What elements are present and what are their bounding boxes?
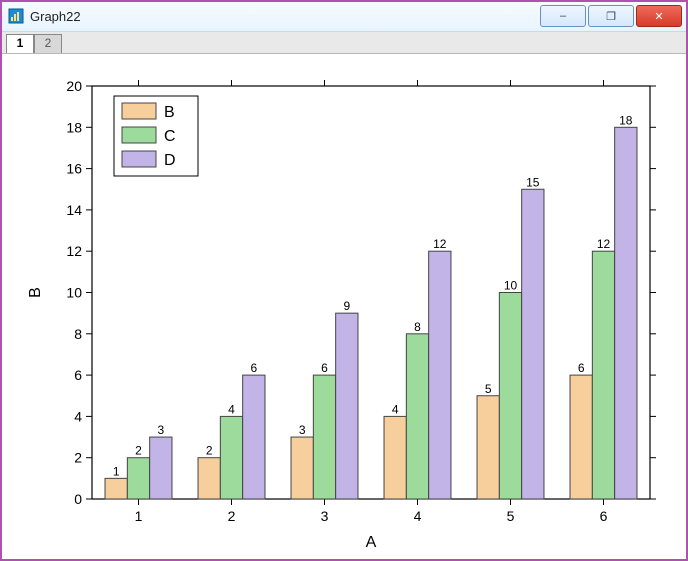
maximize-button[interactable]: ❐ [588,5,634,27]
bar-C [592,251,614,499]
xtick-label: 4 [414,508,422,524]
ytick-label: 10 [66,285,82,301]
ylabel: B [27,287,44,298]
xlabel: A [366,534,377,551]
bar-value-label: 1 [113,464,120,478]
bar-value-label: 12 [433,237,447,251]
xtick-label: 6 [600,508,608,524]
xtick-label: 2 [228,508,236,524]
bar-value-label: 6 [578,361,585,375]
legend-label: D [164,152,176,169]
bar-D [429,251,451,499]
bar-C [220,416,242,499]
bar-D [150,437,172,499]
xtick-label: 5 [507,508,515,524]
legend-swatch [122,103,156,119]
legend-swatch [122,127,156,143]
bar-value-label: 2 [135,444,142,458]
bar-value-label: 6 [321,361,328,375]
bar-D [243,375,265,499]
ytick-label: 20 [66,78,82,94]
app-window: Graph22 – ❐ ✕ 1 2 0246810121416182012345… [0,0,688,561]
tab-label: 1 [17,36,24,50]
ytick-label: 8 [74,326,82,342]
titlebar: Graph22 – ❐ ✕ [2,2,686,32]
legend-label: C [164,128,176,145]
bar-value-label: 5 [485,382,492,396]
bar-D [522,189,544,499]
ytick-label: 6 [74,367,82,383]
bar-value-label: 10 [504,279,518,293]
tab-label: 2 [45,36,52,50]
app-icon [8,8,24,24]
xtick-label: 3 [321,508,329,524]
bar-D [336,313,358,499]
window-title: Graph22 [30,9,540,24]
minimize-button[interactable]: – [540,5,586,27]
bar-value-label: 3 [299,423,306,437]
ytick-label: 2 [74,450,82,466]
ytick-label: 12 [66,243,82,259]
bar-value-label: 4 [392,402,399,416]
bar-value-label: 15 [526,175,540,189]
bar-value-label: 8 [414,320,421,334]
legend-label: B [164,104,175,121]
ytick-label: 0 [74,491,82,507]
ytick-label: 16 [66,161,82,177]
close-button[interactable]: ✕ [636,5,682,27]
bar-D [615,127,637,499]
bar-B [105,478,127,499]
bar-B [570,375,592,499]
bar-B [291,437,313,499]
bar-C [406,334,428,499]
ytick-label: 4 [74,408,82,424]
bar-value-label: 4 [228,402,235,416]
bar-value-label: 2 [206,444,213,458]
bar-C [313,375,335,499]
tabstrip: 1 2 [2,32,686,54]
tab-1[interactable]: 1 [6,34,34,53]
bar-B [477,396,499,499]
ytick-label: 14 [66,202,82,218]
xtick-label: 1 [135,508,143,524]
ytick-label: 18 [66,119,82,135]
bar-value-label: 9 [343,299,350,313]
bar-chart: 0246810121416182012345612324636948125101… [2,54,686,559]
legend-swatch [122,151,156,167]
bar-B [198,458,220,499]
bar-C [127,458,149,499]
plot-area: 0246810121416182012345612324636948125101… [2,54,686,559]
tab-2[interactable]: 2 [34,34,62,53]
bar-B [384,416,406,499]
bar-value-label: 18 [619,113,633,127]
bar-value-label: 6 [250,361,257,375]
bar-value-label: 12 [597,237,611,251]
bar-C [499,293,521,500]
bar-value-label: 3 [157,423,164,437]
